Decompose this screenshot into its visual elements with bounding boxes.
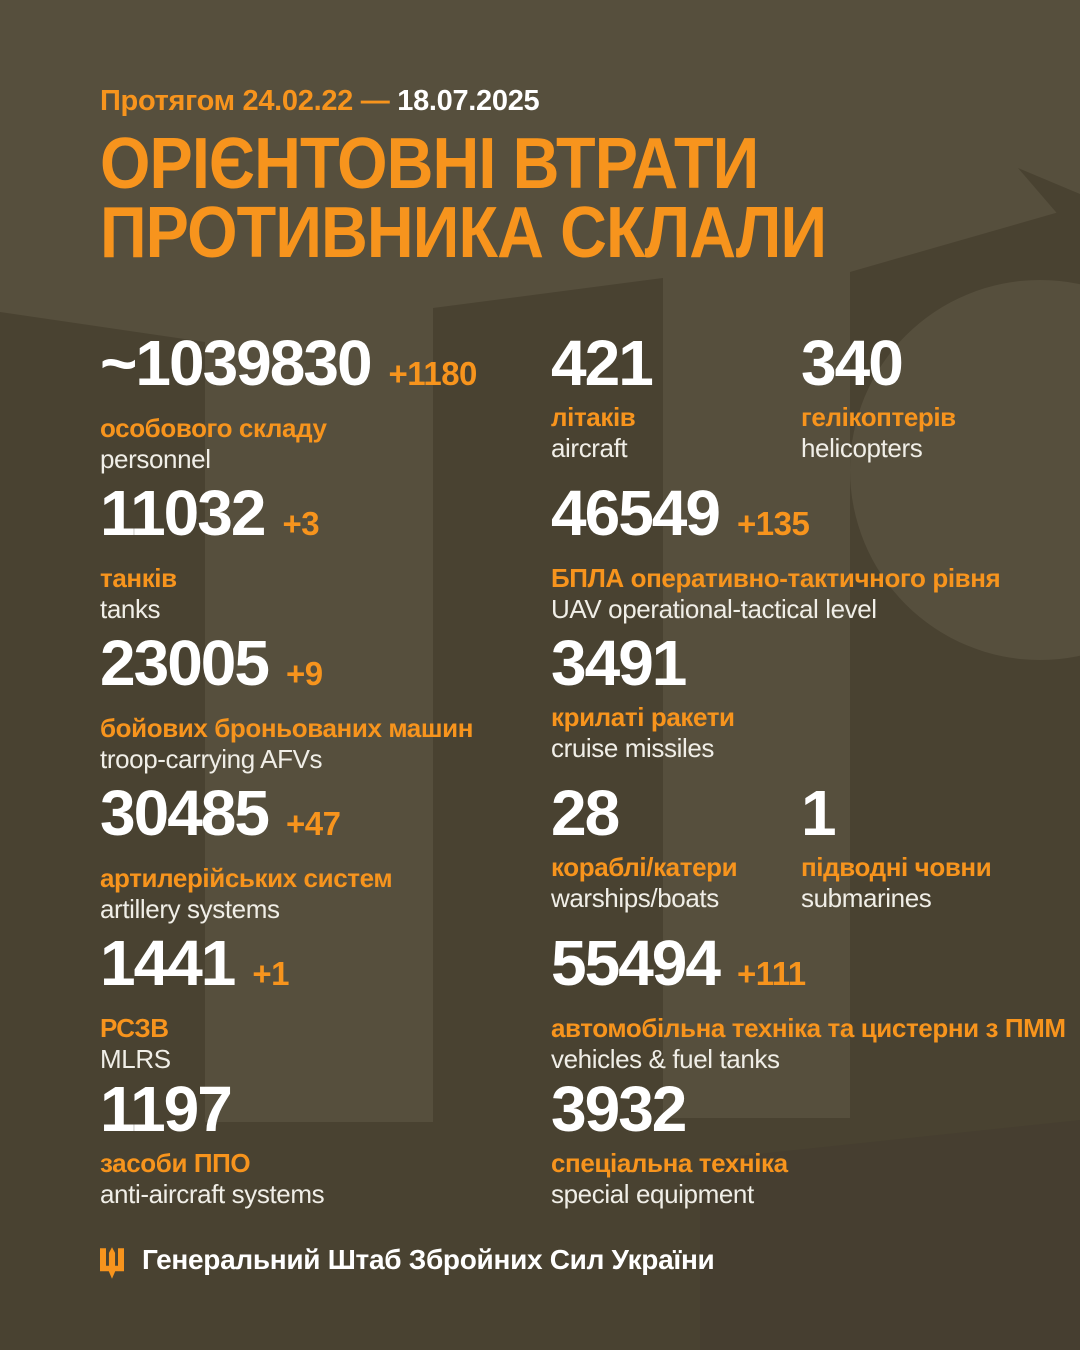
stat-label-ua: літаків (551, 402, 636, 432)
stat-label-en: anti-aircraft systems (100, 1179, 325, 1209)
stat-label-ua: БПЛА оперативно-тактичного рівня (551, 563, 1001, 593)
stat-label-ua: особового складу (100, 413, 327, 443)
stat-label-ua: крилаті ракети (551, 702, 735, 732)
stat-label-en: troop-carrying AFVs (100, 744, 323, 774)
stat-label-en: helicopters (801, 433, 923, 463)
stat-cruise-missiles: 3491 крилаті ракети cruise missiles (551, 628, 735, 764)
stat-label-en: aircraft (551, 433, 628, 463)
stat-value: 3491 (551, 627, 687, 699)
stat-value: 340 (801, 327, 904, 399)
stat-label-ua: підводні човни (801, 852, 992, 882)
stat-delta: +9 (285, 655, 323, 692)
report-period: Протягом 24.02.22 — 18.07.2025 (100, 84, 540, 118)
title-line-1: ОРІЄНТОВНІ ВТРАТИ (100, 124, 759, 204)
stat-value: 3932 (551, 1073, 687, 1145)
stat-mlrs: 1441 +1 РСЗВ MLRS (100, 928, 289, 1075)
stat-value: 30485 (100, 777, 270, 849)
stat-label-en: warships/boats (551, 883, 719, 913)
stat-delta: +1 (252, 955, 289, 992)
stat-vehicles: 55494 +111 автомобільна техніка та цистер… (551, 928, 1066, 1075)
page-title: ОРІЄНТОВНІ ВТРАТИ ПРОТИВНИКА СКЛАЛИ (100, 128, 827, 269)
stat-label-ua: спеціальна техніка (551, 1148, 788, 1178)
stat-value: 46549 (551, 477, 721, 549)
stat-delta: +3 (282, 505, 320, 542)
stat-uav: 46549 +135 БПЛА оперативно-тактичного рів… (551, 477, 1001, 625)
stat-special-equipment: 3932 спеціальна техніка special equipmen… (551, 1074, 788, 1210)
stat-label-en: artillery systems (100, 894, 280, 924)
stat-anti-aircraft: 1197 засоби ППО anti-aircraft systems (100, 1073, 325, 1210)
stat-value: 1441 (100, 927, 236, 999)
stat-delta: +1180 (388, 355, 478, 392)
stat-value: ~1039830 (100, 327, 373, 399)
stat-value: 421 (551, 327, 654, 399)
stat-helicopters: 340 гелікоптерів helicopters (801, 328, 956, 464)
stat-label-ua: артилерійських систем (100, 863, 393, 893)
stat-aircraft: 421 літаків aircraft (551, 328, 670, 464)
stat-value: 28 (551, 777, 620, 849)
stat-label-ua: РСЗВ (100, 1013, 169, 1043)
stat-personnel: ~1039830 +1180 особового складу personnel (100, 328, 477, 475)
stat-label-ua: засоби ППО (100, 1148, 251, 1178)
stat-value: 1197 (100, 1073, 233, 1145)
period-date: 18.07.2025 (397, 85, 540, 117)
stat-label-ua: бойових броньованих машин (100, 713, 474, 743)
stat-tanks: 11032 +3 танків tanks (100, 477, 320, 625)
stat-label-ua: кораблі/катери (551, 852, 738, 882)
source-organization: Генеральний Штаб Збройних Сил України (142, 1244, 715, 1275)
title-line-2: ПРОТИВНИКА СКЛАЛИ (100, 193, 827, 273)
stat-label-en: UAV operational-tactical level (551, 594, 877, 624)
stat-value: 11032 (100, 477, 266, 549)
stat-label-ua: гелікоптерів (801, 402, 956, 432)
tryzub-trident-icon (100, 1247, 124, 1279)
period-prefix: Протягом 24.02.22 — (100, 85, 390, 117)
stat-label-en: special equipment (551, 1179, 754, 1209)
stat-delta: +47 (285, 805, 341, 842)
stat-label-en: personnel (100, 444, 211, 474)
stat-value: 23005 (100, 627, 270, 699)
stat-label-ua: танків (100, 563, 177, 593)
stat-label-en: tanks (100, 594, 161, 624)
stat-warships: 28 кораблі/катери warships/boats (551, 777, 738, 914)
stat-submarines: 1 підводні човни submarines (801, 777, 992, 914)
stat-label-en: MLRS (100, 1044, 171, 1074)
stat-afv: 23005 +9 бойових броньованих машин troop-… (100, 628, 473, 775)
footer: Генеральний Штаб Збройних Сил України (100, 1243, 715, 1280)
stat-label-en: vehicles & fuel tanks (551, 1044, 780, 1074)
stat-label-en: submarines (801, 883, 932, 913)
stat-value: 1 (801, 777, 837, 849)
stat-label-ua: автомобільна техніка та цистерни з ПММ (551, 1013, 1066, 1043)
stat-delta: +135 (736, 505, 810, 542)
stat-label-en: cruise missiles (551, 733, 715, 763)
stat-value: 55494 (551, 927, 721, 999)
stat-artillery: 30485 +47 артилерійських систем artillery… (100, 777, 393, 925)
stat-delta: +111 (736, 955, 806, 992)
